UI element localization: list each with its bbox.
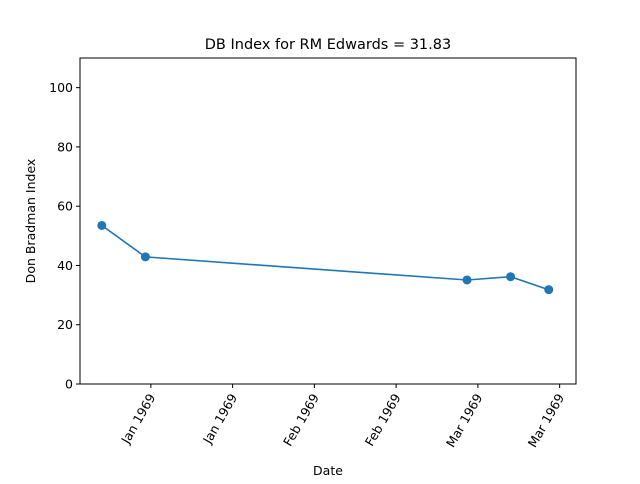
x-tick-label: Feb 1969 [280,391,322,449]
data-point [544,285,554,295]
y-tick-label: 80 [57,139,73,154]
data-point [462,275,472,285]
y-tick-label: 100 [49,80,73,95]
x-tick-label: Feb 1969 [362,391,404,449]
x-tick-label: Mar 1969 [443,391,486,450]
y-tick-label: 60 [57,199,73,214]
y-tick-label: 40 [57,258,73,273]
x-tick-label: Jan 1969 [117,391,158,447]
plot-layer: 0 20 40 60 80 100 Jan 1969 Jan 1969 Feb 1969 Feb … [49,80,567,450]
plot-frame [79,57,577,385]
x-tick-label: Mar 1969 [525,391,568,450]
chart-title: DB Index for RM Edwards = 31.83 [205,37,451,53]
data-point [140,252,150,262]
y-tick-label: 0 [65,377,73,392]
y-axis-label: Don Bradman Index [23,159,38,284]
y-tick-label: 20 [57,317,73,332]
x-tick-label: Jan 1969 [199,391,240,447]
data-point [506,272,516,282]
series-line [101,224,549,291]
x-axis-label: Date [313,463,343,478]
data-point [97,220,107,230]
